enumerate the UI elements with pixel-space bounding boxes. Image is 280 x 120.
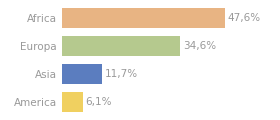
Bar [62,64,102,84]
Bar [62,92,83,112]
Text: 34,6%: 34,6% [183,41,216,51]
Text: 11,7%: 11,7% [104,69,138,79]
Text: 47,6%: 47,6% [228,13,261,23]
Text: 6,1%: 6,1% [85,97,112,107]
Bar [62,36,180,56]
Bar [62,8,225,28]
